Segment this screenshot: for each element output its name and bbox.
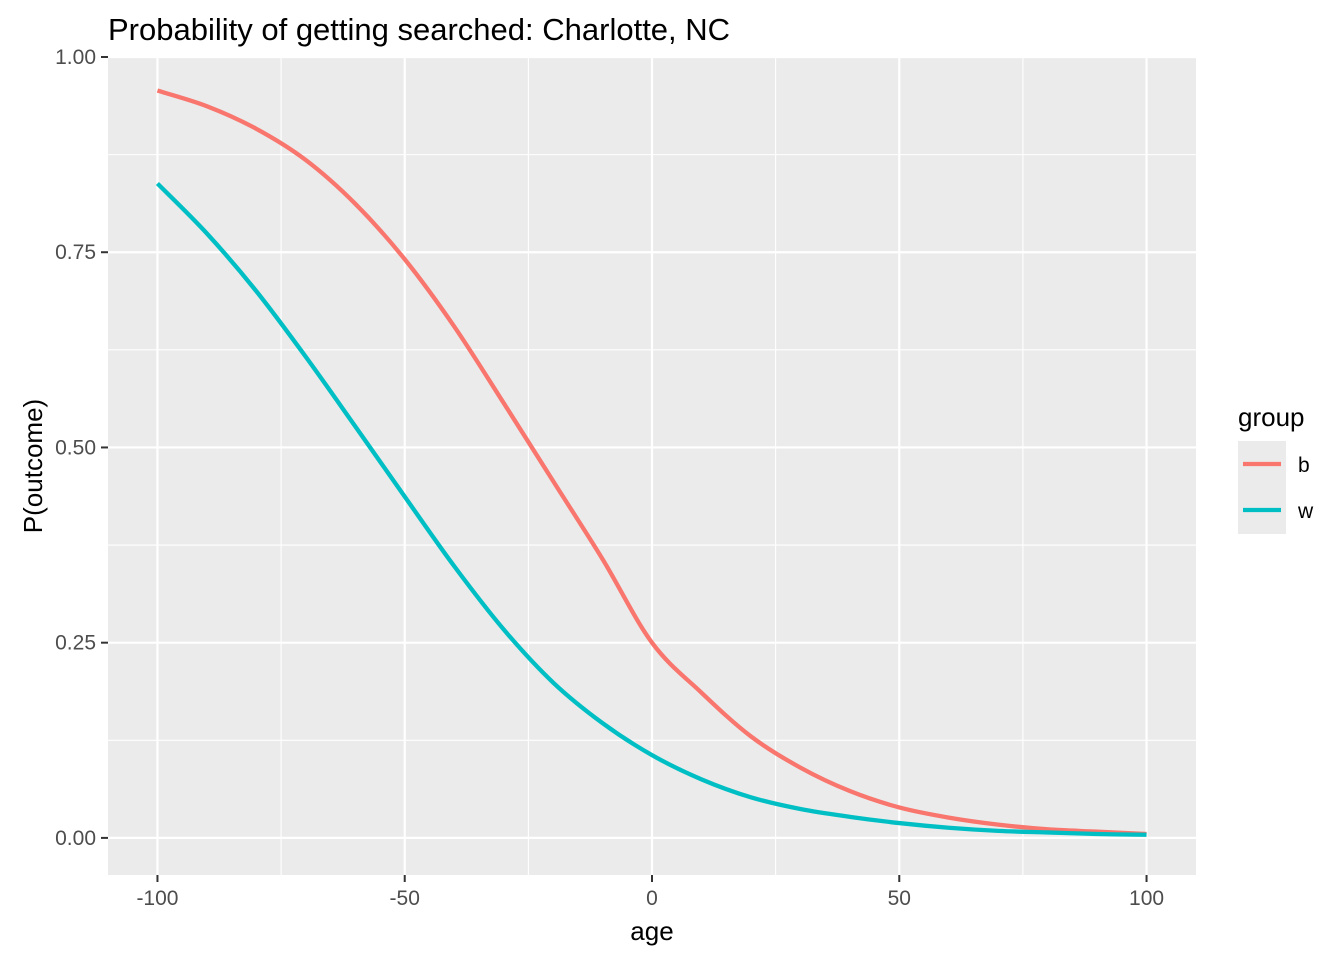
legend: group bw [1238, 402, 1314, 534]
x-tick-label: -50 [390, 887, 420, 910]
x-tick-label: -100 [136, 887, 178, 910]
legend-title: group [1238, 402, 1305, 432]
y-tick-label: 0.75 [55, 241, 96, 264]
y-tick-label: 1.00 [55, 46, 96, 69]
series-lines [155, 88, 1147, 837]
x-tick-label: 50 [888, 887, 911, 910]
x-tick-label: 0 [646, 887, 658, 910]
legend-label-b: b [1298, 454, 1310, 477]
y-tick-label: 0.25 [55, 632, 96, 655]
y-axis: 0.00 0.25 0.50 0.75 1.00 [55, 46, 108, 850]
x-tick-label: 100 [1129, 887, 1164, 910]
x-axis: -100 -50 0 50 100 [136, 875, 1164, 910]
y-axis-title: P(outcome) [18, 399, 48, 533]
legend-key-background [1238, 441, 1286, 534]
y-tick-label: 0.50 [55, 436, 96, 459]
series-line-b [156, 88, 1147, 837]
series-line-w [155, 181, 1147, 837]
y-tick-label: 0.00 [55, 827, 96, 850]
x-axis-title: age [630, 916, 673, 946]
chart-title: Probability of getting searched: Charlot… [108, 12, 730, 47]
legend-label-w: w [1297, 500, 1314, 523]
